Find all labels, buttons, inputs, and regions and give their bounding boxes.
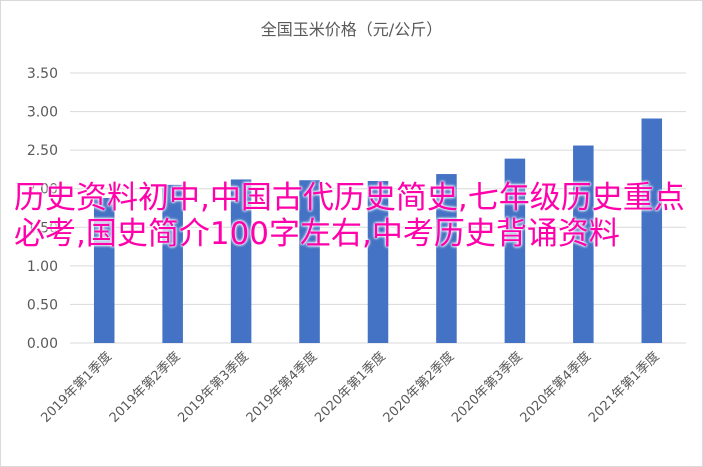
bar (367, 181, 389, 343)
x-tick-label: 2019年第3季度 (175, 349, 252, 426)
y-tick-label: 0.00 (27, 336, 58, 352)
y-tick-label: 1.00 (27, 259, 58, 275)
chart-title: 全国玉米价格（元/公斤） (260, 20, 443, 39)
y-tick-label: 1.50 (27, 220, 58, 236)
y-tick-label: 3.50 (27, 66, 58, 82)
bar (162, 184, 183, 343)
x-tick-label: 2020年第4季度 (517, 349, 594, 426)
bar (573, 145, 594, 343)
y-tick-label: 0.50 (27, 297, 58, 313)
x-tick-label: 2019年第1季度 (38, 349, 115, 426)
x-tick-label: 2019年第2季度 (106, 349, 183, 426)
y-tick-label: 3.00 (27, 105, 58, 121)
x-tick-label: 2020年第2季度 (380, 349, 457, 426)
bar (436, 174, 457, 343)
x-tick-label: 2019年第4季度 (243, 349, 320, 426)
x-tick-label: 2020年第3季度 (448, 349, 525, 426)
x-tick-label: 2020年第1季度 (311, 349, 388, 426)
y-tick-label: 2.00 (27, 182, 58, 198)
bar (504, 158, 526, 343)
bar (230, 179, 252, 343)
x-tick-label: 2021年第1季度 (585, 349, 662, 426)
y-tick-label: 2.50 (27, 143, 58, 159)
bar (641, 118, 663, 343)
bar (299, 180, 320, 343)
overlay-caption: 历史资料初中,中国古代历史简史,七年级历史重点必考,国史简介100字左右,中考历… (14, 180, 685, 252)
bar (93, 197, 115, 343)
